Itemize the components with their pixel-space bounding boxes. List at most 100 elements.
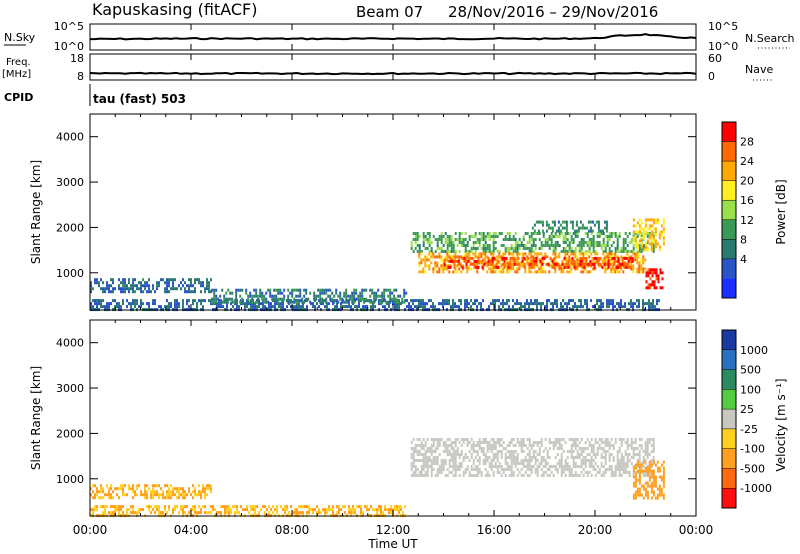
scatter-cell [650, 236, 653, 240]
scatter-cell [565, 229, 568, 233]
colorbar-frame [721, 121, 737, 299]
scatter-cell [640, 245, 643, 249]
scatter-cell [192, 505, 194, 509]
scatter-cell [504, 453, 507, 456]
scatter-cell [646, 444, 649, 447]
scatter-cell [180, 287, 182, 291]
scatter-cell [540, 441, 543, 444]
scatter-cell [438, 238, 441, 241]
scatter-cell [548, 447, 551, 450]
scatter-cell [480, 305, 482, 309]
scatter-cell [450, 238, 453, 241]
scatter-cell [661, 286, 664, 290]
scatter-cell [236, 305, 238, 309]
colorbar-segment [722, 219, 736, 240]
scatter-cell [281, 297, 284, 301]
scatter-cell [200, 302, 202, 306]
scatter-cell [540, 438, 543, 441]
scatter-cell [418, 438, 421, 441]
scatter-cell [618, 474, 621, 477]
scatter-cell [328, 508, 330, 512]
scatter-cell [565, 220, 568, 224]
scatter-cell [484, 459, 487, 462]
scatter-cell [648, 218, 651, 222]
scatter-cell [492, 238, 495, 241]
scatter-cell [620, 299, 622, 303]
scatter-cell [136, 287, 138, 291]
scatter-cell [502, 299, 504, 303]
scatter-cell [502, 468, 505, 471]
scatter-cell [622, 468, 625, 471]
scatter-cell [590, 474, 593, 477]
scatter-cell [213, 297, 216, 301]
scatter-cell [324, 511, 326, 515]
scatter-cell [250, 299, 252, 303]
scatter-cell [500, 267, 503, 271]
scatter-cell [642, 487, 645, 491]
scatter-cell [298, 299, 300, 303]
scatter-cell [626, 444, 629, 447]
scatter-cell [490, 235, 493, 238]
scatter-cell [474, 232, 477, 235]
scatter-cell [648, 224, 651, 228]
noise-right-tick-top: 10^5 [708, 20, 738, 33]
scatter-cell [634, 463, 637, 467]
scatter-cell [512, 474, 515, 477]
scatter-cell [148, 487, 150, 491]
scatter-cell [566, 456, 569, 459]
scatter-cell [524, 232, 527, 235]
scatter-cell [176, 505, 178, 509]
scatter-cell [469, 256, 472, 260]
scatter-cell [313, 297, 316, 301]
scatter-cell [436, 471, 439, 474]
scatter-cell [650, 239, 653, 243]
scatter-cell [566, 302, 568, 306]
scatter-cell [128, 287, 130, 291]
scatter-cell [174, 487, 176, 491]
scatter-cell [656, 496, 659, 500]
scatter-cell [630, 238, 633, 241]
scatter-cell [626, 250, 629, 253]
scatter-cell [340, 508, 342, 512]
scatter-cell [560, 462, 563, 465]
scatter-cell [132, 505, 134, 509]
scatter-cell [541, 229, 544, 233]
scatter-cell [515, 262, 518, 266]
scatter-cell [464, 302, 466, 306]
scatter-cell [605, 226, 608, 230]
scatter-cell [621, 262, 624, 266]
scatter-cell [594, 474, 597, 477]
scatter-cell [468, 252, 471, 256]
scatter-cell [436, 447, 439, 450]
scatter-cell [90, 284, 92, 288]
scatter-cell [313, 294, 316, 298]
scatter-cell [158, 508, 160, 512]
scatter-cell [596, 299, 598, 303]
scatter-cell [550, 302, 552, 306]
scatter-cell [602, 252, 605, 256]
scatter-cell [150, 493, 152, 497]
scatter-cell [178, 496, 180, 500]
scatter-cell [306, 511, 308, 515]
scatter-cell [373, 291, 376, 295]
scatter-cell [150, 490, 152, 494]
scatter-cell [640, 469, 643, 473]
scatter-cell [554, 444, 557, 447]
scatter-cell [528, 270, 531, 274]
scatter-cell [536, 465, 539, 468]
scatter-cell [632, 270, 635, 274]
scatter-cell [454, 453, 457, 456]
y-tick-label: 2000 [56, 427, 84, 440]
scatter-cell [496, 471, 499, 474]
scatter-cell [306, 505, 308, 509]
scatter-cell [606, 258, 609, 262]
scatter-cell [246, 508, 248, 512]
scatter-cell [524, 252, 527, 256]
scatter-cell [552, 244, 555, 247]
scatter-cell [265, 297, 268, 301]
scatter-cell [168, 487, 170, 491]
scatter-cell [416, 438, 419, 441]
scatter-cell [564, 459, 567, 462]
scatter-cell [430, 474, 433, 477]
